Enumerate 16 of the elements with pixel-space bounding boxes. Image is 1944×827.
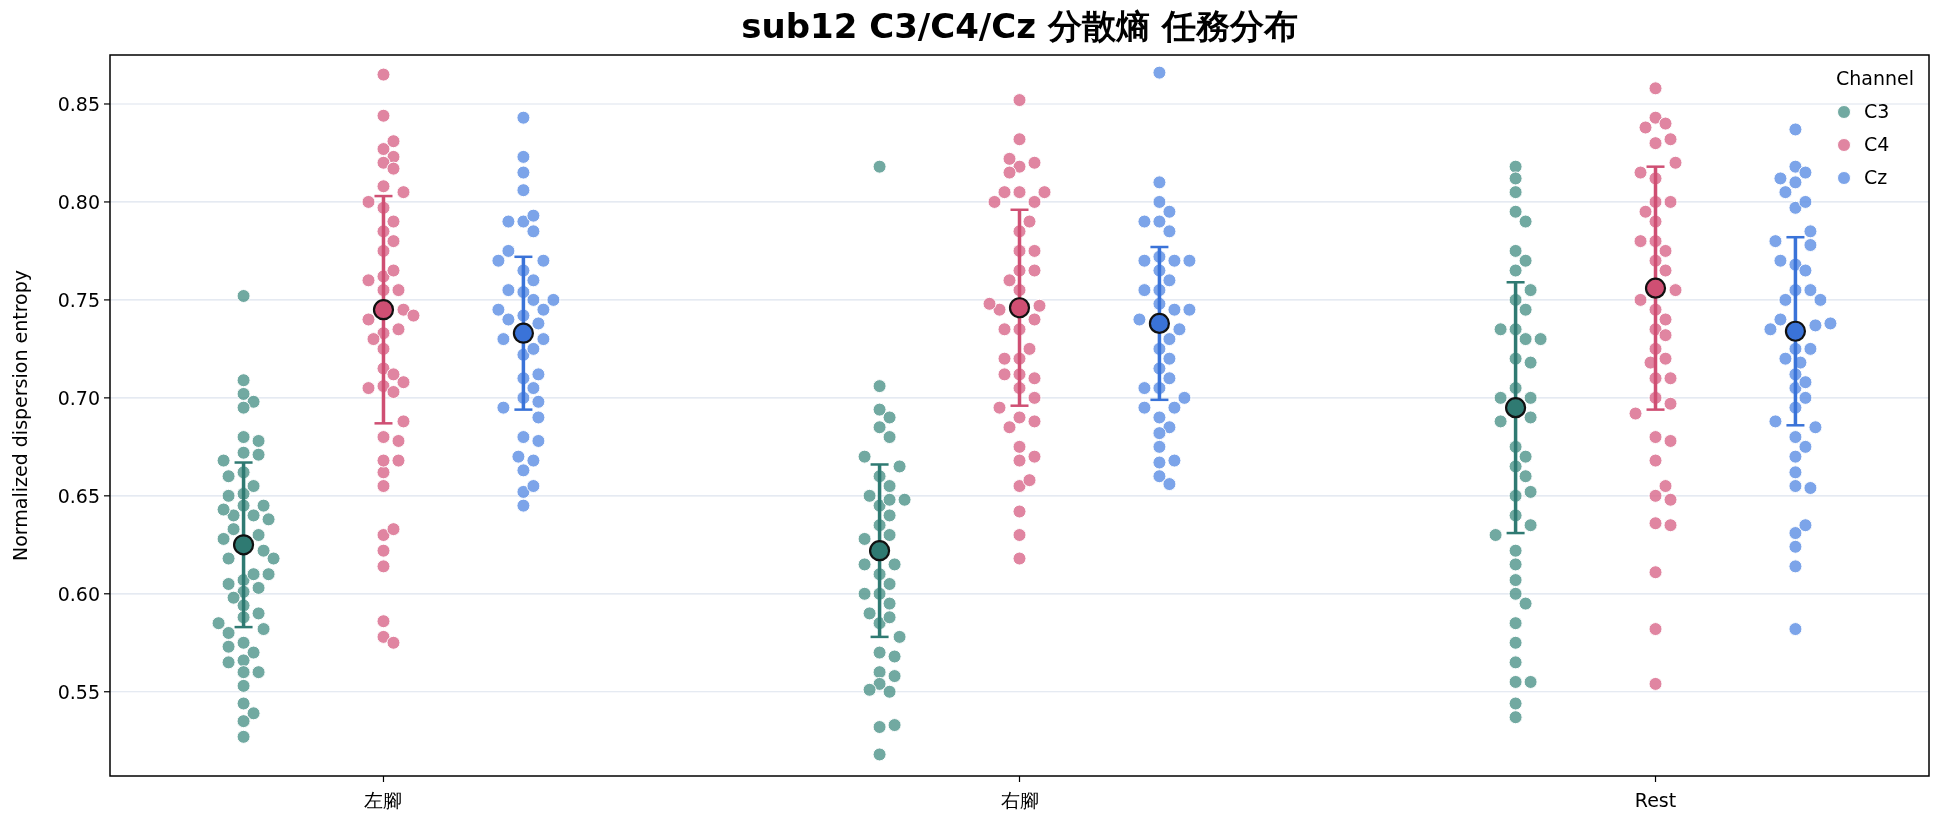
x-tick-label: 右腳: [1000, 789, 1039, 811]
x-tick-label: Rest: [1634, 789, 1677, 811]
y-axis-title: Normalized dispersion entropy: [9, 270, 31, 561]
y-tick-label: 0.75: [57, 288, 100, 311]
chart-title: sub12 C3/C4/Cz 分散熵 任務分布: [741, 6, 1298, 46]
y-tick-label: 0.85: [57, 92, 100, 115]
legend-label: C3: [1864, 100, 1890, 122]
y-tick-label: 0.80: [57, 190, 100, 213]
y-tick-label: 0.55: [57, 680, 100, 703]
y-tick-label: 0.65: [57, 484, 100, 507]
y-tick-label: 0.70: [57, 386, 100, 409]
y-tick-label: 0.60: [57, 582, 100, 605]
x-tick-label: 左腳: [364, 789, 403, 811]
legend-title: Channel: [1835, 67, 1914, 89]
legend-label: Cz: [1864, 166, 1888, 188]
legend-label: C4: [1864, 133, 1890, 155]
